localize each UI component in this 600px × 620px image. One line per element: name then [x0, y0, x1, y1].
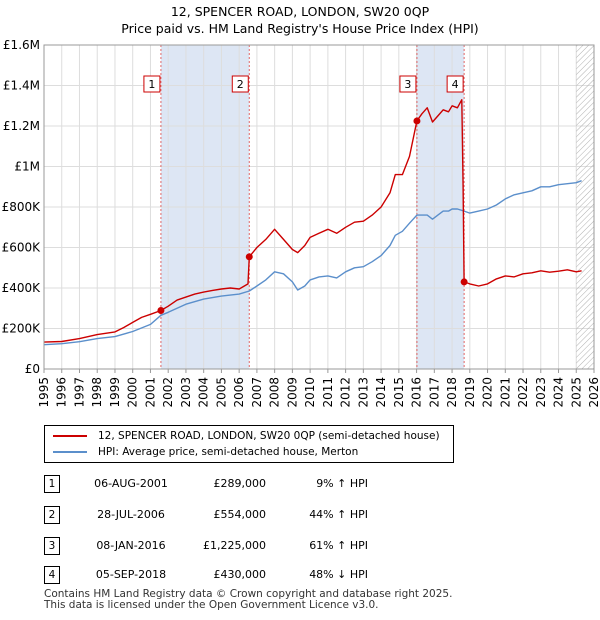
- sale-number-box: [399, 75, 417, 93]
- x-tick-label: 1998: [90, 377, 104, 408]
- sale-row: 2 28-JUL-2006 £554,000 44% ↑ HPI: [44, 504, 464, 524]
- legend-label-hpi: HPI: Average price, semi-detached house,…: [98, 446, 359, 458]
- sale-price: £1,225,000: [203, 539, 266, 552]
- plot-frame: [43, 44, 595, 370]
- x-tick-label: 2004: [197, 377, 211, 408]
- x-tick-label: 2023: [534, 377, 548, 408]
- chart-title: 12, SPENCER ROAD, LONDON, SW20 0QP: [170, 4, 430, 19]
- y-tick-label: £1.4M: [3, 79, 40, 93]
- x-tick-label: 2006: [232, 377, 246, 408]
- x-tick-label: 2009: [285, 377, 299, 408]
- sale-point: [413, 117, 421, 125]
- sale-row: 4 05-SEP-2018 £430,000 48% ↓ HPI: [44, 564, 464, 584]
- y-tick-label: £1.6M: [3, 38, 40, 52]
- x-tick-label: 2021: [498, 377, 512, 408]
- x-tick-label: 2010: [303, 377, 317, 408]
- hpi-line: [43, 180, 582, 346]
- x-tick-label: 2001: [143, 377, 157, 408]
- x-tick-label: 2003: [179, 377, 193, 408]
- sale-date: 05-SEP-2018: [95, 568, 167, 581]
- y-tick-label: £1.2M: [3, 119, 40, 133]
- y-tick-label: £800K: [2, 200, 42, 214]
- footer-copyright: Contains HM Land Registry data © Crown c…: [44, 588, 453, 600]
- sale-row: 1 06-AUG-2001 £289,000 9% ↑ HPI: [44, 473, 464, 493]
- x-tick-label: 2020: [481, 377, 495, 408]
- x-tick-label: 2008: [268, 377, 282, 408]
- x-tick-label: 2016: [410, 377, 424, 408]
- sale-number-label: 4: [452, 78, 459, 91]
- sale-point: [157, 306, 165, 314]
- x-tick-label: 2002: [161, 377, 175, 408]
- x-tick-label: 2005: [214, 377, 228, 408]
- x-tick-label: 2015: [392, 377, 406, 408]
- sale-point: [245, 253, 253, 261]
- sale-price: £554,000: [213, 508, 267, 521]
- x-tick-label: 2019: [463, 377, 477, 408]
- sale-number-badge: 3: [44, 537, 60, 555]
- y-tick-label: £1M: [14, 160, 40, 174]
- x-tick-label: 2025: [569, 377, 583, 408]
- sale-row: 3 08-JAN-2016 £1,225,000 61% ↑ HPI: [44, 535, 464, 555]
- sale-number-box: [231, 75, 249, 93]
- x-tick-label: 2000: [126, 377, 140, 408]
- sale-hpi-change: 9% ↑ HPI: [316, 477, 368, 490]
- sale-number-box: [446, 75, 464, 93]
- chart-title-block: 12, SPENCER ROAD, LONDON, SW20 0QP Price…: [0, 3, 600, 37]
- x-tick-label: 2014: [374, 377, 388, 408]
- price-paid-line: [43, 98, 582, 343]
- y-tick-label: £600K: [2, 241, 42, 255]
- x-tick-label: 1996: [55, 377, 69, 408]
- x-tick-label: 2011: [321, 377, 335, 408]
- legend-swatch-blue: [53, 451, 87, 453]
- legend-item-price-paid: 12, SPENCER ROAD, LONDON, SW20 0QP (semi…: [53, 428, 440, 444]
- legend-item-hpi: HPI: Average price, semi-detached house,…: [53, 444, 358, 460]
- x-tick-label: 2018: [445, 377, 459, 408]
- sale-number-label: 3: [404, 78, 411, 91]
- sale-hpi-change: 44% ↑ HPI: [309, 508, 368, 521]
- sale-point: [460, 278, 468, 286]
- sale-hpi-change: 48% ↓ HPI: [309, 568, 368, 581]
- forecast-hatch: [576, 45, 594, 369]
- x-tick-label: 1999: [108, 377, 122, 408]
- price-chart: 1 2 3 4 £0 £200K £400K £600K £800K £1M £1.2M £1.4M…: [2, 38, 600, 408]
- footer-licence: This data is licensed under the Open Gov…: [44, 599, 379, 611]
- sale-number-label: 1: [148, 78, 155, 91]
- x-tick-label: 2012: [339, 377, 353, 408]
- sale-hpi-change: 61% ↑ HPI: [309, 539, 368, 552]
- sale-number-badge: 4: [44, 566, 60, 584]
- x-tick-label: 2022: [516, 377, 530, 408]
- y-tick-label: £200K: [2, 322, 42, 336]
- chart-subtitle: Price paid vs. HM Land Registry's House …: [121, 21, 479, 36]
- footer: Contains HM Land Registry data © Crown c…: [44, 589, 452, 611]
- x-tick-label: 1997: [72, 377, 86, 408]
- x-tick-label: 2017: [427, 377, 441, 408]
- x-tick-label: 2026: [587, 377, 600, 408]
- sale-price: £289,000: [213, 477, 267, 490]
- y-tick-label: £400K: [2, 281, 42, 295]
- y-tick-label: £0: [25, 362, 40, 376]
- sale-price: £430,000: [213, 568, 267, 581]
- legend-swatch-red: [53, 435, 87, 437]
- x-tick-label: 1995: [37, 377, 51, 408]
- sale-number-badge: 1: [44, 475, 60, 493]
- sale-date: 28-JUL-2006: [97, 508, 165, 521]
- sale-date: 08-JAN-2016: [96, 539, 166, 552]
- sale-number-badge: 2: [44, 506, 60, 524]
- sale-date: 06-AUG-2001: [94, 477, 168, 490]
- x-tick-label: 2013: [356, 377, 370, 408]
- legend: 12, SPENCER ROAD, LONDON, SW20 0QP (semi…: [44, 425, 454, 463]
- legend-label-price-paid: 12, SPENCER ROAD, LONDON, SW20 0QP (semi…: [98, 430, 440, 442]
- x-tick-label: 2024: [552, 377, 566, 408]
- sale-number-label: 2: [237, 78, 244, 91]
- x-tick-label: 2007: [250, 377, 264, 408]
- sale-number-box: [143, 75, 161, 93]
